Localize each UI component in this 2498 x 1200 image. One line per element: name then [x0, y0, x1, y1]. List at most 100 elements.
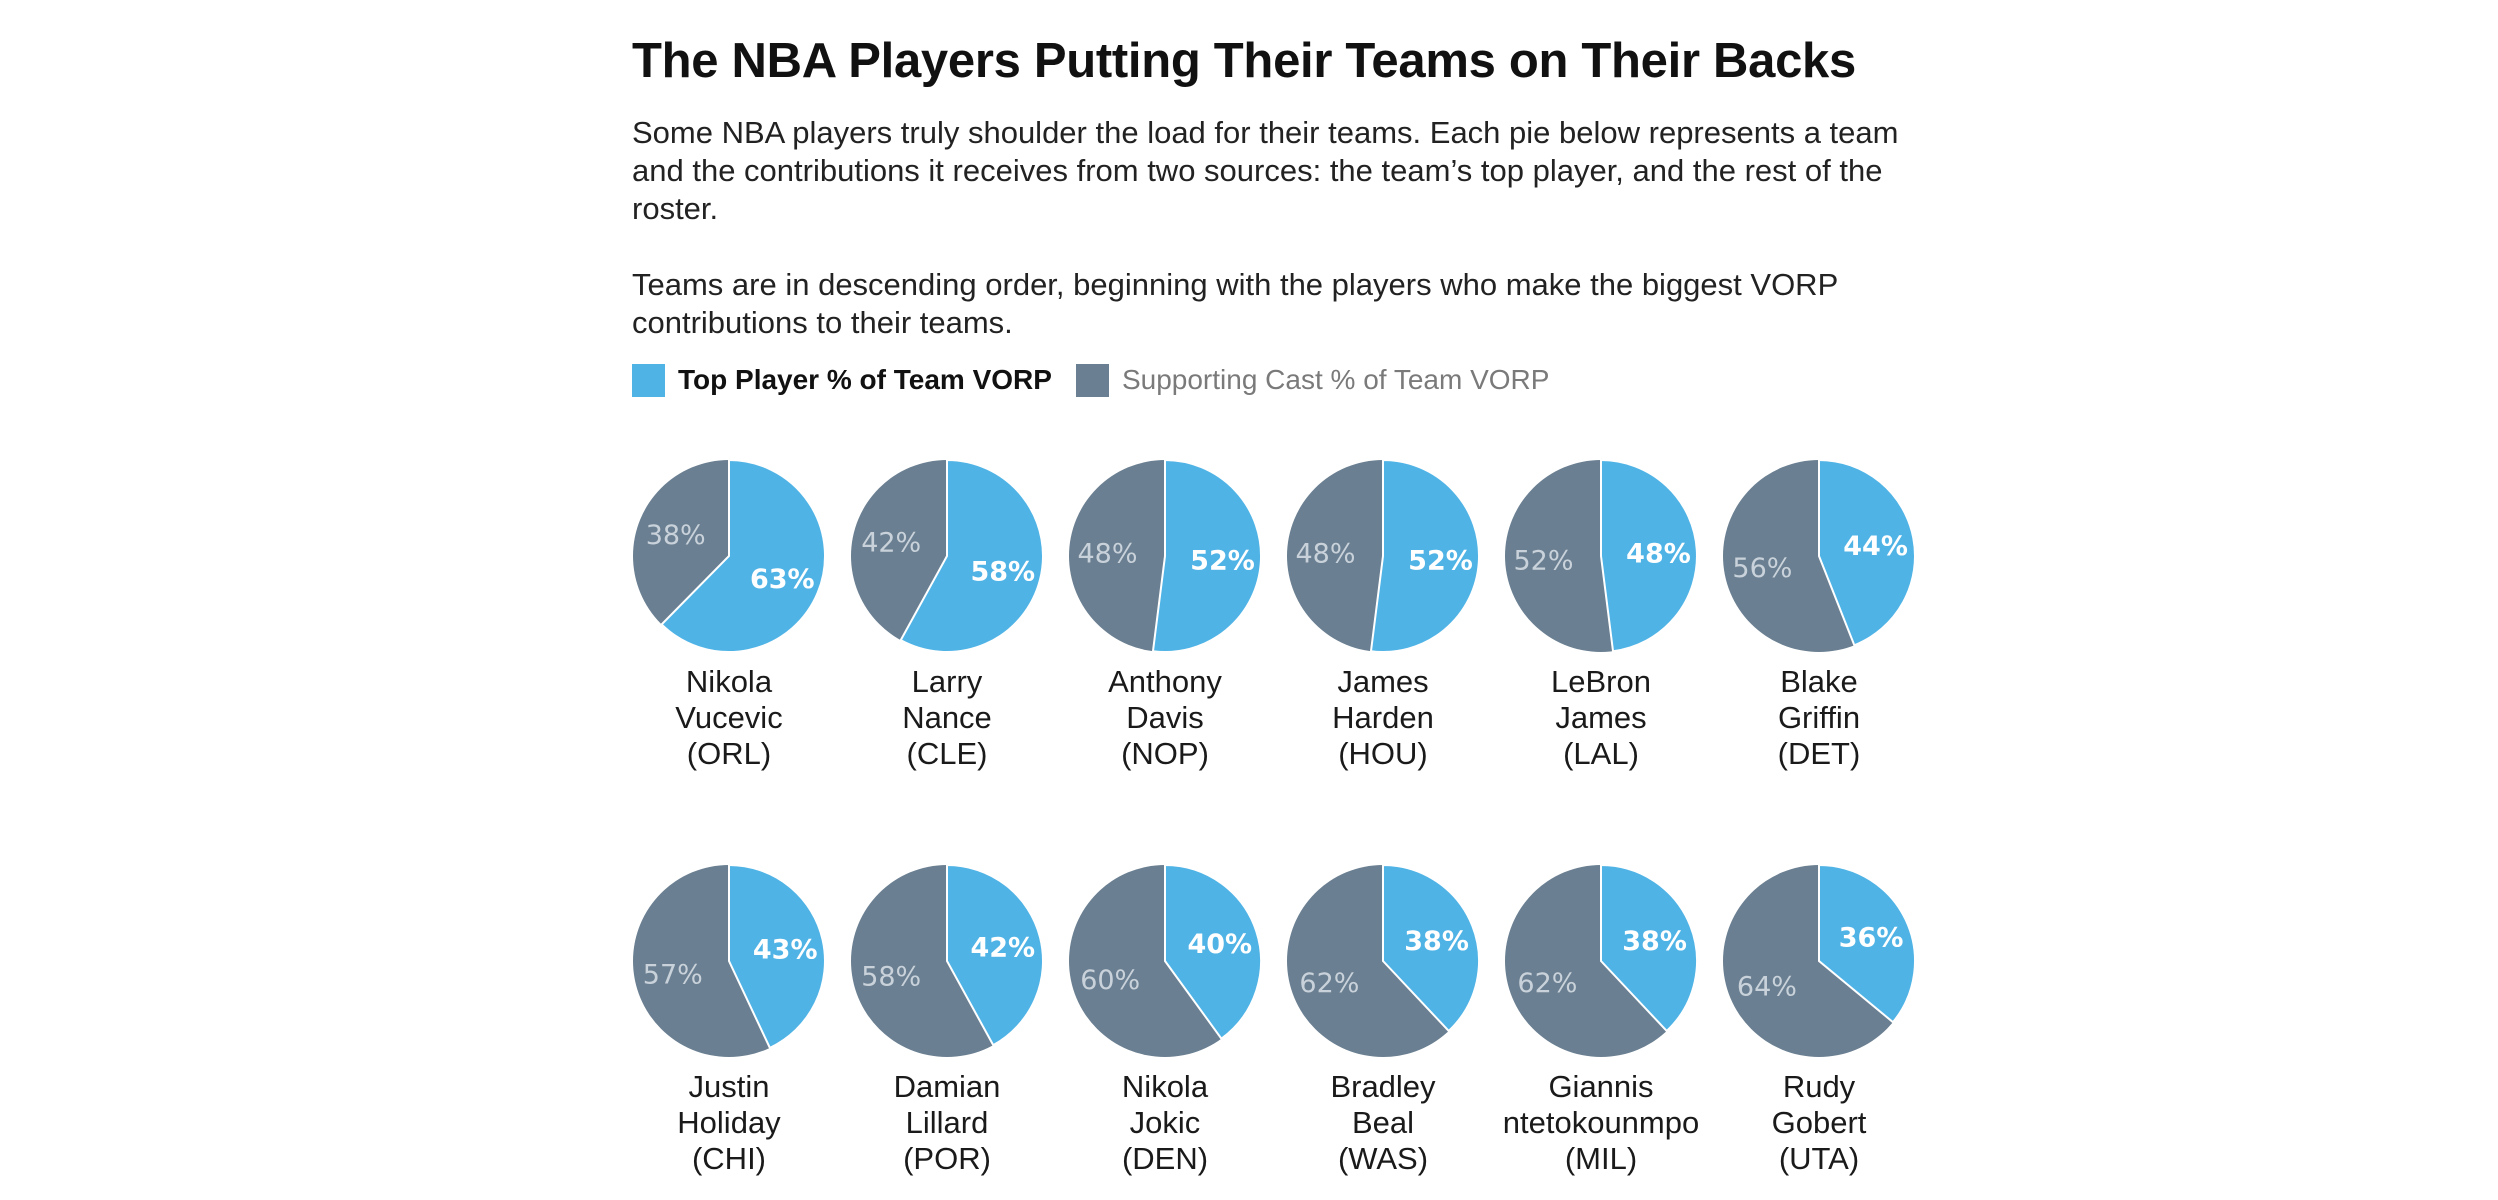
pie-player-name-line: Beal [1352, 1105, 1414, 1140]
pie-slice-top-player [1151, 458, 1263, 653]
pie-player-name-line: Davis [1126, 700, 1204, 735]
pie-player-name: Larry Nance (CLE) [902, 664, 992, 771]
pie-player-name: LeBron James (LAL) [1551, 664, 1651, 771]
pie-label-top-player: 52% [1190, 546, 1255, 577]
pie-slice-top-player [1818, 458, 1916, 647]
pie-slice-top-player [1382, 863, 1480, 1033]
chart-description-order: Teams are in descending order, beginning… [632, 267, 1838, 340]
pie-9: 38% 62% Bradley Beal (WAS) [1287, 863, 1480, 1176]
pie-label-supporting-cast: 48% [1077, 538, 1137, 569]
pie-player-name-line: James [1337, 664, 1428, 699]
pie-label-supporting-cast: 38% [646, 520, 706, 551]
pie-player-name-line: Jokic [1130, 1105, 1201, 1140]
pie-player-name-line: (CHI) [692, 1141, 766, 1176]
pie-slice-top-player [1164, 863, 1262, 1041]
pie-player-name-line: (NOP) [1121, 736, 1209, 771]
pie-player-name-line: LeBron [1551, 664, 1651, 699]
pie-chart-svg: 63%38%Nikola Vucevic (ORL)58%42%Larry Nance… [633, 458, 1916, 1176]
pie-1: 58% 42% Larry Nance (CLE) [851, 458, 1044, 771]
pie-slice-top-player [946, 863, 1045, 1047]
pie-0: 63% 38% Nikola Vucevic (ORL) [633, 458, 826, 771]
legend-top-player-swatch [632, 363, 665, 397]
pie-label-top-player: 40% [1187, 929, 1252, 960]
pie-player-name-line: (DET) [1778, 736, 1861, 771]
pie-player-name-line: Justin [689, 1069, 770, 1104]
pie-label-top-player: 52% [1408, 546, 1473, 577]
pie-label-supporting-cast: 52% [1513, 546, 1573, 577]
pie-player-name: Anthony Davis (NOP) [1108, 664, 1222, 771]
legend-supporting-cast-label: Supporting Cast % of Team VORP [1121, 364, 1550, 395]
pie-player-name: Nikola Vucevic (ORL) [675, 664, 782, 771]
pie-6: 43% 57% Justin Holiday (CHI) [633, 863, 826, 1176]
pie-player-name-line: (WAS) [1338, 1141, 1428, 1176]
pie-player-name-line: Harden [1332, 700, 1434, 735]
pie-label-top-player: 48% [1626, 538, 1691, 569]
pie-player-name-line: Larry [912, 664, 983, 699]
pie-player-name-line: Blake [1780, 664, 1858, 699]
pie-player-name-line: Vucevic [675, 700, 782, 735]
pie-player-name: Rudy Gobert (UTA) [1772, 1069, 1867, 1176]
pie-label-top-player: 42% [970, 933, 1035, 964]
pie-chart-grid: 63% 38% Nikola Vucevic (ORL) 58% 42% Larry Nance… [632, 450, 1932, 1200]
pie-player-name-line: (POR) [903, 1141, 991, 1176]
pie-slice-top-player [1369, 458, 1481, 653]
pie-4: 48% 52% LeBron James (LAL) [1505, 458, 1698, 771]
pie-player-name-line: Giannis [1548, 1069, 1653, 1104]
pie-player-name-line: (ORL) [687, 736, 771, 771]
pie-label-supporting-cast: 64% [1737, 972, 1797, 1003]
pie-label-top-player: 38% [1622, 926, 1687, 957]
pie-player-name-line: Damian [894, 1069, 1001, 1104]
pie-player-name-line: Holiday [677, 1105, 781, 1140]
pie-player-name-line: (LAL) [1563, 736, 1639, 771]
pie-label-top-player: 44% [1843, 531, 1908, 562]
legend: Top Player % of Team VORP Supporting Cas… [632, 360, 1549, 400]
pie-label-top-player: 63% [750, 564, 815, 595]
chart-header: The NBA Players Putting Their Teams on T… [632, 30, 1932, 397]
pie-player-name: James Harden (HOU) [1332, 664, 1434, 771]
pie-label-supporting-cast: 62% [1299, 968, 1359, 999]
pie-player-name-line: Nikola [1122, 1069, 1209, 1104]
pie-player-name: Giannis ntetokounmpo (MIL) [1503, 1069, 1699, 1176]
pie-label-supporting-cast: 57% [643, 960, 703, 991]
pie-player-name: Nikola Jokic (DEN) [1122, 1069, 1209, 1176]
pie-5: 44% 56% Blake Griffin (DET) [1723, 458, 1916, 771]
pie-slice-top-player [899, 458, 1044, 653]
pie-player-name-line: (HOU) [1338, 736, 1428, 771]
pie-3: 52% 48% James Harden (HOU) [1287, 458, 1481, 771]
pie-player-name: Justin Holiday (CHI) [677, 1069, 781, 1176]
pie-label-supporting-cast: 56% [1732, 553, 1792, 584]
pie-player-name-line: Bradley [1330, 1069, 1436, 1104]
pie-label-supporting-cast: 48% [1295, 538, 1355, 569]
chart-title: The NBA Players Putting Their Teams on T… [632, 34, 1856, 88]
pie-player-name-line: Gobert [1772, 1105, 1867, 1140]
pie-label-supporting-cast: 62% [1517, 968, 1577, 999]
pie-7: 42% 58% Damian Lillard (POR) [851, 863, 1045, 1176]
chart-description-intro: Some NBA players truly shoulder the load… [632, 115, 1899, 226]
pie-player-name-line: (CLE) [907, 736, 988, 771]
pie-player-name: Damian Lillard (POR) [894, 1069, 1001, 1176]
pie-player-name-line: (MIL) [1565, 1141, 1637, 1176]
pie-player-name-line: Griffin [1778, 700, 1860, 735]
pie-player-name-line: Nikola [686, 664, 773, 699]
pie-slice-top-player [660, 458, 826, 653]
pie-label-supporting-cast: 42% [861, 528, 921, 559]
pie-player-name-line: Rudy [1783, 1069, 1856, 1104]
pie-label-supporting-cast: 60% [1080, 965, 1140, 996]
pie-player-name-line: Lillard [906, 1105, 989, 1140]
pie-11: 36% 64% Rudy Gobert (UTA) [1723, 863, 1916, 1176]
pie-label-top-player: 58% [970, 556, 1035, 587]
pie-player-name-line: Anthony [1108, 664, 1222, 699]
pie-player-name: Blake Griffin (DET) [1778, 664, 1861, 771]
pie-label-supporting-cast: 58% [861, 961, 921, 992]
pie-label-top-player: 36% [1839, 923, 1904, 954]
pie-label-top-player: 43% [753, 934, 818, 965]
pie-player-name-line: ntetokounmpo [1503, 1105, 1699, 1140]
pie-player-name: Bradley Beal (WAS) [1330, 1069, 1436, 1176]
pie-player-name-line: Nance [902, 700, 992, 735]
pie-player-name-line: James [1555, 700, 1646, 735]
pie-player-name-line: (UTA) [1779, 1141, 1859, 1176]
pie-slice-top-player [1818, 863, 1916, 1024]
pie-player-name-line: (DEN) [1122, 1141, 1208, 1176]
pie-label-top-player: 38% [1404, 926, 1469, 957]
pie-8: 40% 60% Nikola Jokic (DEN) [1069, 863, 1262, 1176]
